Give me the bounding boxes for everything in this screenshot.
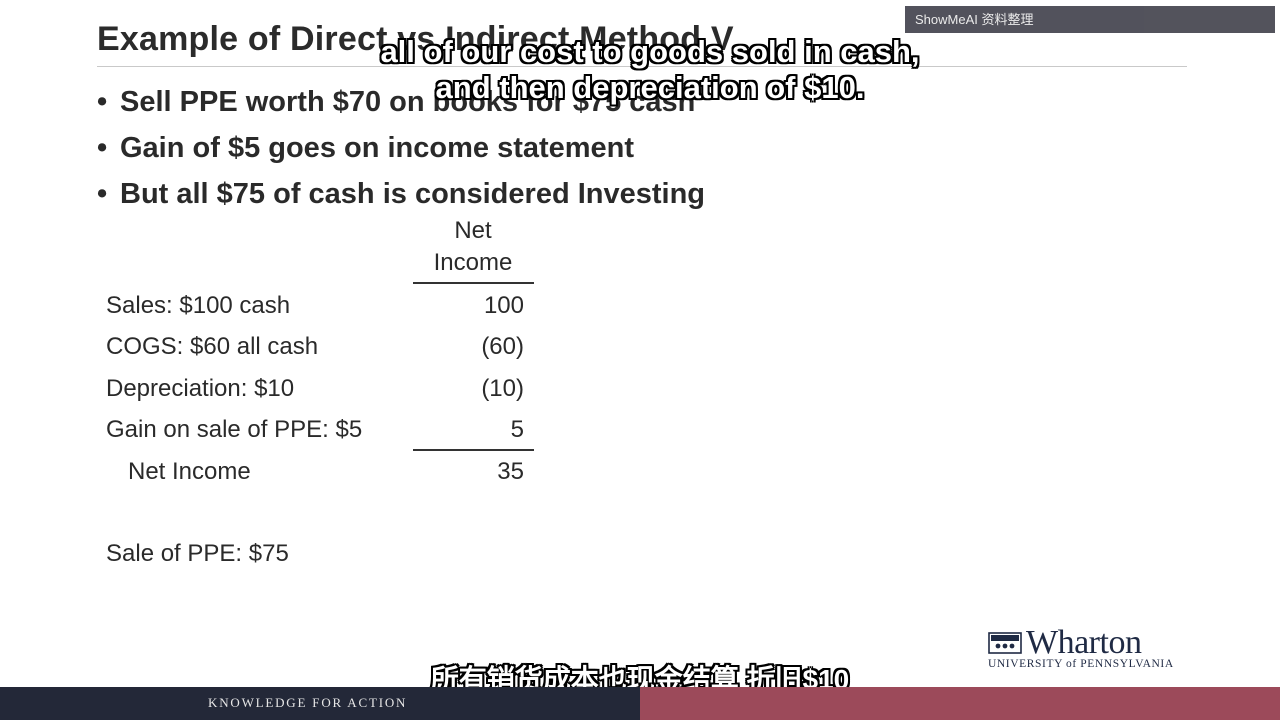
bullet-text: But all $75 of cash is considered Invest… [120, 178, 706, 210]
subtitle-english-line1: all of our cost to goods sold in cash, [380, 34, 920, 69]
title-divider [97, 66, 1187, 67]
row-value-depreciation: (10) [481, 375, 524, 402]
bullet-dot-icon: • [97, 178, 108, 210]
column-header-net: Net [454, 217, 492, 244]
bullet-dot-icon: • [97, 86, 108, 118]
column-header-income: Income [433, 249, 513, 276]
row-label-depreciation: Depreciation: $10 [106, 375, 295, 402]
row-label-gain: Gain on sale of PPE: $5 [106, 416, 363, 443]
footer-tagline: KNOWLEDGE FOR ACTION [208, 695, 408, 710]
bullet-dot-icon: • [97, 132, 108, 164]
row-value-net-income: 35 [497, 458, 524, 485]
bullet-list: • Sell PPE worth $70 on books for $75 cas… [97, 84, 705, 222]
row-value-gain: 5 [510, 416, 524, 443]
row-value-sales: 100 [483, 292, 524, 319]
slide-title: Example of Direct vs Indirect Method V [97, 20, 734, 58]
bullet-item: • Gain of $5 goes on income statement [97, 130, 705, 176]
row-label-cogs: COGS: $60 all cash [106, 333, 319, 360]
row-value-cogs: (60) [481, 333, 524, 360]
bullet-text: Gain of $5 goes on income statement [120, 132, 635, 164]
bullet-item: • Sell PPE worth $70 on books for $75 cas… [97, 84, 705, 130]
row-label-net-income: Net Income [128, 458, 251, 485]
wharton-logo: Wharton UNIVERSITY of PENNSYLVANIA [988, 624, 1193, 672]
footer-bar-right [640, 687, 1280, 720]
logo-subtitle: UNIVERSITY of PENNSYLVANIA [988, 658, 1174, 670]
bullet-item: • But all $75 of cash is considered Inves… [97, 176, 705, 222]
footer-bar-left: KNOWLEDGE FOR ACTION [0, 687, 640, 720]
logo-wordmark: Wharton [1026, 624, 1142, 661]
subtitle-english-line2: and then depreciation of $10. [435, 70, 865, 105]
watermark-banner: ShowMeAI 资料整理 [905, 6, 1275, 33]
total-rule [413, 449, 534, 451]
penn-shield-icon [988, 632, 1022, 654]
header-underline [413, 282, 534, 284]
bullet-text: Sell PPE worth $70 on books for $75 cash [120, 86, 696, 118]
sale-of-ppe-note: Sale of PPE: $75 [106, 540, 289, 567]
row-label-sales: Sales: $100 cash [106, 292, 291, 319]
